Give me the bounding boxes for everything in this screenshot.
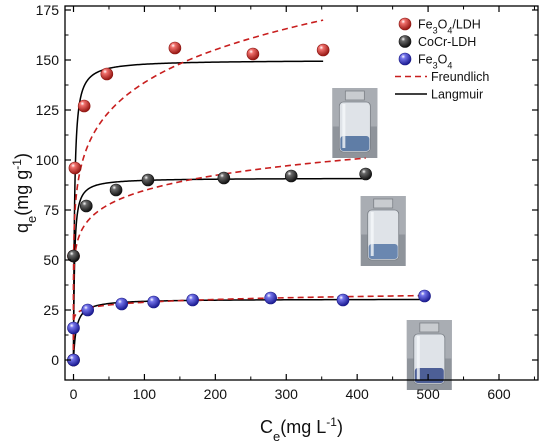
- vial-photos: [332, 88, 452, 390]
- legend-label-part: /LDH: [452, 18, 480, 32]
- point-fe3o4: [67, 321, 80, 335]
- x-tick-label: 600: [487, 386, 511, 402]
- langmuir-fit-fe3o4: [72, 298, 425, 360]
- legend-label-part: CoCr-LDH: [418, 35, 476, 49]
- vial-liquid: [340, 136, 370, 151]
- vial-highlight: [416, 336, 420, 380]
- axis-title-main: q: [12, 223, 32, 233]
- y-tick-label: 0: [51, 352, 59, 368]
- vial-photo-fe3o4: [406, 320, 452, 390]
- point-fe3o4_ldh: [68, 161, 82, 175]
- legend-label-part: Langmuir: [431, 88, 483, 102]
- point-fe3o4: [81, 303, 94, 317]
- vial-liquid: [368, 244, 398, 259]
- legend-label-part: Fe: [418, 53, 433, 67]
- vial-liquid: [414, 368, 444, 383]
- legend-label-cocr_ldh: CoCr-LDH: [418, 35, 476, 49]
- legend-label-fe3o4: Fe3O4: [418, 53, 452, 71]
- legend-label-part: O: [438, 18, 448, 32]
- x-axis-title: Ce(mg L-1): [260, 415, 343, 444]
- point-cocr_ldh: [79, 199, 93, 213]
- legend-label-part: 3: [433, 26, 438, 36]
- y-tick-label: 150: [36, 52, 60, 68]
- axis-title-sub: e: [24, 216, 39, 223]
- axis-title-sup: -1: [326, 415, 337, 429]
- point-fe3o4: [336, 293, 350, 307]
- point-cocr_ldh: [217, 171, 231, 185]
- point-fe3o4: [186, 293, 199, 307]
- legend-marker-fe3o4_ldh: [398, 17, 412, 31]
- y-tick-label: 25: [43, 302, 59, 318]
- axis-title-sub: e: [273, 429, 280, 444]
- x-tick-label: 400: [345, 386, 369, 402]
- fit-curves: [72, 19, 425, 360]
- y-axis-title: qe(mg g-1): [10, 153, 39, 233]
- point-fe3o4_ldh: [168, 41, 182, 55]
- y-tick-label: 125: [36, 102, 60, 118]
- x-tick-label: 500: [416, 386, 440, 402]
- point-cocr_ldh: [359, 167, 372, 181]
- y-tick-label: 75: [43, 202, 59, 218]
- legend-label-part: Freundlich: [431, 70, 489, 84]
- freundlich-fit-cocr_ldh: [72, 157, 366, 360]
- x-tick-label: 100: [133, 386, 157, 402]
- axis-title-close: ): [337, 417, 343, 437]
- axis-title-close: ): [12, 153, 32, 159]
- axis-title-main: C: [260, 417, 273, 437]
- data-points: [67, 41, 431, 367]
- point-fe3o4_ldh: [77, 99, 91, 113]
- axes: 0 100 200 300 400 500 600 0 25 50 75 100 125 150 175 Ce…: [10, 2, 539, 444]
- vial-cap: [344, 90, 365, 101]
- legend-label-part: 4: [447, 26, 452, 36]
- vial-photo-fe3o4-ldh: [332, 88, 378, 158]
- y-tick-label: 50: [43, 252, 59, 268]
- axis-title-sup: -1: [10, 159, 24, 170]
- legend-label-fe3o4_ldh: Fe3O4/LDH: [418, 18, 481, 36]
- legend-label-part: Fe: [418, 18, 433, 32]
- point-fe3o4: [418, 289, 431, 303]
- legend-label-part: 4: [447, 61, 452, 71]
- x-tick-label: 200: [204, 386, 228, 402]
- point-fe3o4: [147, 295, 160, 309]
- vial-cap: [419, 322, 440, 333]
- point-fe3o4_ldh: [316, 43, 330, 57]
- y-tick-label: 175: [36, 2, 60, 18]
- legend-label-freundlich: Freundlich: [431, 70, 489, 84]
- plot-frame: [64, 5, 539, 381]
- legend-marker-cocr_ldh: [398, 35, 412, 48]
- point-cocr_ldh: [109, 183, 123, 197]
- y-tick-label: 100: [36, 152, 60, 168]
- point-fe3o4: [264, 291, 277, 305]
- axis-title-rest: (mg g: [12, 170, 32, 216]
- point-cocr_ldh: [284, 169, 298, 183]
- legend-marker-fe3o4: [398, 52, 412, 66]
- x-tick-label: 0: [70, 386, 78, 402]
- point-fe3o4_ldh: [100, 67, 114, 81]
- legend-label-part: O: [438, 53, 448, 67]
- axis-title-rest: (mg L: [280, 417, 326, 437]
- x-tick-label: 300: [275, 386, 299, 402]
- legend-label-langmuir: Langmuir: [431, 88, 483, 102]
- vial-photo-cocr-ldh: [360, 196, 406, 266]
- point-fe3o4_ldh: [246, 47, 260, 61]
- point-cocr_ldh: [67, 249, 80, 263]
- freundlich-fit-fe3o4_ldh: [72, 19, 324, 360]
- vial-cap: [373, 198, 394, 209]
- langmuir-fit-fe3o4_ldh: [72, 60, 324, 360]
- point-cocr_ldh: [141, 173, 155, 187]
- langmuir-fit-cocr_ldh: [72, 177, 366, 360]
- point-fe3o4: [115, 297, 129, 311]
- vial-highlight: [342, 104, 346, 148]
- vial-highlight: [370, 212, 374, 256]
- legend-label-part: 3: [433, 61, 438, 71]
